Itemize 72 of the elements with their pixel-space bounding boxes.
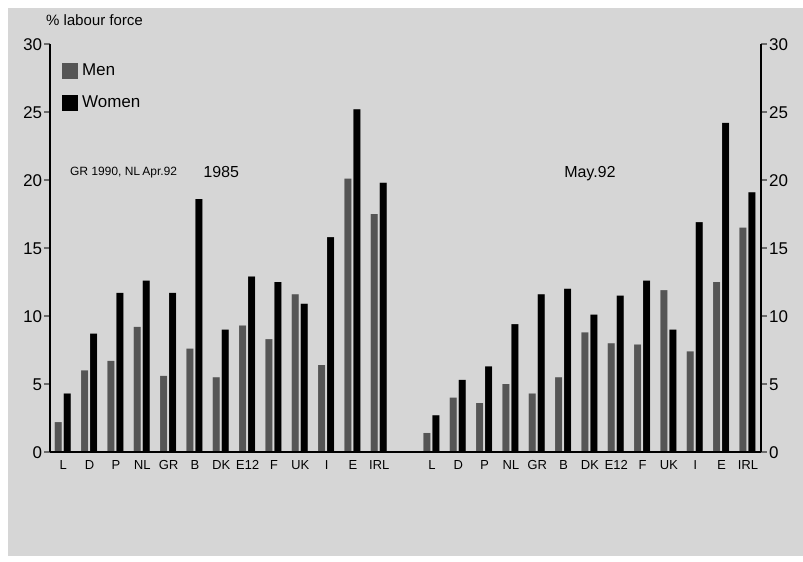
bar (160, 376, 168, 452)
x-tick-label: DK (212, 457, 231, 472)
y2-tick-label: 30 (769, 35, 788, 54)
bar (107, 360, 114, 452)
x-tick-label: L (428, 457, 436, 472)
bar (713, 282, 720, 452)
bar (186, 348, 194, 452)
y-tick-label: 20 (23, 171, 42, 190)
bar (660, 290, 668, 452)
y2-tick-label: 10 (769, 307, 788, 326)
x-tick-label: F (638, 457, 647, 472)
x-tick-label: E (717, 457, 726, 472)
x-tick-label: UK (660, 457, 678, 472)
bar (81, 370, 88, 452)
x-tick-label: UK (291, 457, 310, 472)
annotation: May.92 (563, 164, 616, 182)
bar (528, 394, 536, 452)
bar (502, 384, 510, 452)
x-tick-label: D (84, 457, 94, 472)
bar (608, 343, 615, 452)
x-tick-label: D (453, 457, 463, 472)
annotation: 1985 (203, 164, 239, 181)
bar (634, 344, 642, 452)
bar (555, 377, 562, 452)
x-tick-label: B (559, 457, 568, 472)
bar (54, 422, 62, 452)
bar (476, 403, 484, 452)
x-tick-label: P (480, 457, 489, 472)
x-tick-label: DK (580, 457, 600, 472)
y2-tick-label: 0 (769, 443, 778, 462)
x-tick-label: I (693, 457, 697, 472)
x-tick-label: F (270, 457, 278, 472)
bar (292, 294, 299, 452)
x-tick-label: E (348, 457, 358, 472)
x-tick-label: IRL (369, 457, 390, 472)
x-tick-label: NL (134, 457, 150, 472)
bar (265, 339, 272, 452)
x-tick-label: P (111, 457, 120, 472)
bar (686, 351, 694, 452)
legend-label: Men (82, 60, 116, 79)
y-tick-label: 10 (23, 307, 42, 326)
bar (344, 178, 352, 452)
x-tick-label: E12 (604, 457, 628, 472)
y-tick-label: 0 (32, 443, 42, 462)
bar (134, 326, 141, 452)
y-tick-label: 30 (23, 35, 42, 54)
bar (581, 332, 588, 452)
x-tick-label: B (190, 457, 200, 472)
y2-tick-label: 25 (769, 103, 788, 122)
bar (739, 228, 746, 452)
bar (239, 326, 246, 452)
bar (212, 377, 220, 452)
annotation: GR 1990, NL Apr.92 (70, 164, 177, 178)
y2-tick-label: 20 (769, 171, 788, 190)
y-tick-label: 5 (32, 375, 42, 394)
bar (423, 432, 430, 452)
x-tick-label: I (324, 457, 328, 472)
x-tick-label: NL (502, 457, 520, 472)
legend-label: Women (82, 92, 140, 111)
y-axis-title: % labour force (46, 12, 143, 29)
x-tick-label: L (60, 457, 67, 472)
x-tick-label: IRL (738, 457, 758, 472)
y2-tick-label: 5 (769, 375, 778, 394)
bar (318, 364, 326, 452)
x-tick-label: GR (527, 457, 547, 472)
y-tick-label: 25 (23, 103, 42, 122)
y-tick-label: 15 (23, 239, 42, 258)
bar (450, 398, 457, 452)
bar (370, 214, 378, 452)
x-tick-label: E12 (236, 457, 260, 472)
x-tick-label: GR (158, 457, 178, 472)
y2-tick-label: 15 (769, 239, 788, 258)
